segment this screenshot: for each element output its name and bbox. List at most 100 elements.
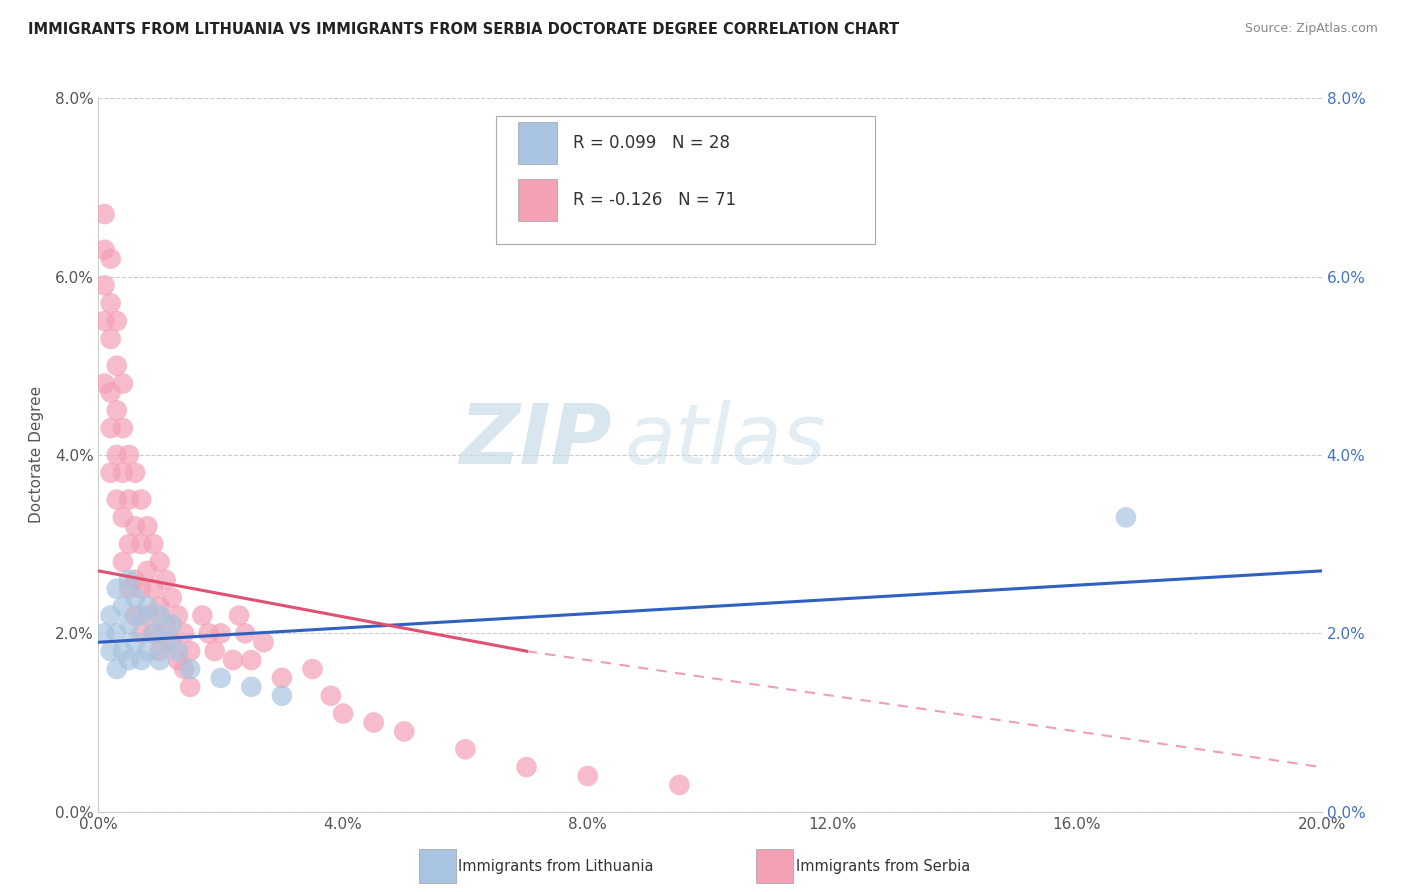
Text: ZIP: ZIP [460, 401, 612, 481]
Point [100, 385, 122, 400]
Point [111, 466, 134, 480]
Point [93, 376, 115, 391]
Point [124, 608, 146, 623]
Point [129, 653, 152, 667]
Point [454, 742, 477, 756]
Point [136, 564, 159, 578]
Text: R = -0.126   N = 71: R = -0.126 N = 71 [574, 191, 737, 209]
Point [129, 608, 152, 623]
Point [136, 519, 159, 533]
Point [105, 314, 128, 328]
Point [142, 537, 165, 551]
Point [129, 582, 152, 596]
Point [105, 359, 128, 373]
Point [149, 653, 172, 667]
Point [149, 608, 172, 623]
Point [155, 617, 177, 632]
FancyBboxPatch shape [517, 121, 557, 164]
Point [129, 626, 152, 640]
Point [363, 715, 385, 730]
Point [319, 689, 342, 703]
Point [105, 448, 128, 462]
FancyBboxPatch shape [496, 116, 875, 244]
Point [118, 617, 141, 632]
Point [197, 626, 219, 640]
Point [160, 617, 183, 632]
Text: Immigrants from Serbia: Immigrants from Serbia [796, 859, 970, 873]
Point [240, 680, 263, 694]
Point [93, 243, 115, 257]
Point [222, 653, 245, 667]
Point [167, 608, 190, 623]
Point [111, 510, 134, 524]
Point [668, 778, 690, 792]
Point [111, 599, 134, 614]
Point [392, 724, 416, 739]
Point [142, 582, 165, 596]
Point [240, 653, 263, 667]
Point [155, 573, 177, 587]
Point [160, 635, 183, 649]
Y-axis label: Doctorate Degree: Doctorate Degree [28, 386, 44, 524]
Point [124, 635, 146, 649]
Text: atlas: atlas [624, 401, 827, 481]
Point [332, 706, 354, 721]
Point [160, 591, 183, 605]
Point [209, 626, 232, 640]
Point [118, 492, 141, 507]
Point [167, 644, 190, 658]
Point [105, 626, 128, 640]
Point [191, 608, 214, 623]
Point [100, 466, 122, 480]
Point [93, 314, 115, 328]
Point [93, 207, 115, 221]
Point [155, 635, 177, 649]
Point [179, 662, 201, 676]
Point [233, 626, 256, 640]
Point [100, 644, 122, 658]
Point [252, 635, 274, 649]
Point [124, 591, 146, 605]
Point [105, 662, 128, 676]
Point [105, 582, 128, 596]
Point [111, 421, 134, 435]
Point [149, 599, 172, 614]
Point [124, 573, 146, 587]
Point [179, 644, 201, 658]
Point [111, 644, 134, 658]
Point [204, 644, 226, 658]
Point [209, 671, 232, 685]
Point [118, 573, 141, 587]
Point [118, 653, 141, 667]
Text: IMMIGRANTS FROM LITHUANIA VS IMMIGRANTS FROM SERBIA DOCTORATE DEGREE CORRELATION: IMMIGRANTS FROM LITHUANIA VS IMMIGRANTS … [28, 22, 900, 37]
Point [167, 653, 190, 667]
Text: R = 0.099   N = 28: R = 0.099 N = 28 [574, 134, 730, 152]
Point [270, 689, 292, 703]
Point [118, 582, 141, 596]
Text: Source: ZipAtlas.com: Source: ZipAtlas.com [1244, 22, 1378, 36]
Point [100, 421, 122, 435]
Point [516, 760, 538, 774]
Text: Immigrants from Lithuania: Immigrants from Lithuania [458, 859, 654, 873]
Point [124, 519, 146, 533]
Point [118, 448, 141, 462]
Point [142, 626, 165, 640]
Point [105, 403, 128, 417]
Point [100, 296, 122, 310]
Point [173, 662, 195, 676]
Point [149, 555, 172, 569]
Point [1115, 510, 1137, 524]
Point [228, 608, 250, 623]
Point [100, 332, 122, 346]
Point [270, 671, 292, 685]
Point [179, 680, 201, 694]
Point [105, 492, 128, 507]
Point [173, 626, 195, 640]
Point [111, 376, 134, 391]
Point [118, 537, 141, 551]
Point [576, 769, 599, 783]
Point [301, 662, 323, 676]
Point [100, 252, 122, 266]
Point [111, 555, 134, 569]
Point [124, 466, 146, 480]
